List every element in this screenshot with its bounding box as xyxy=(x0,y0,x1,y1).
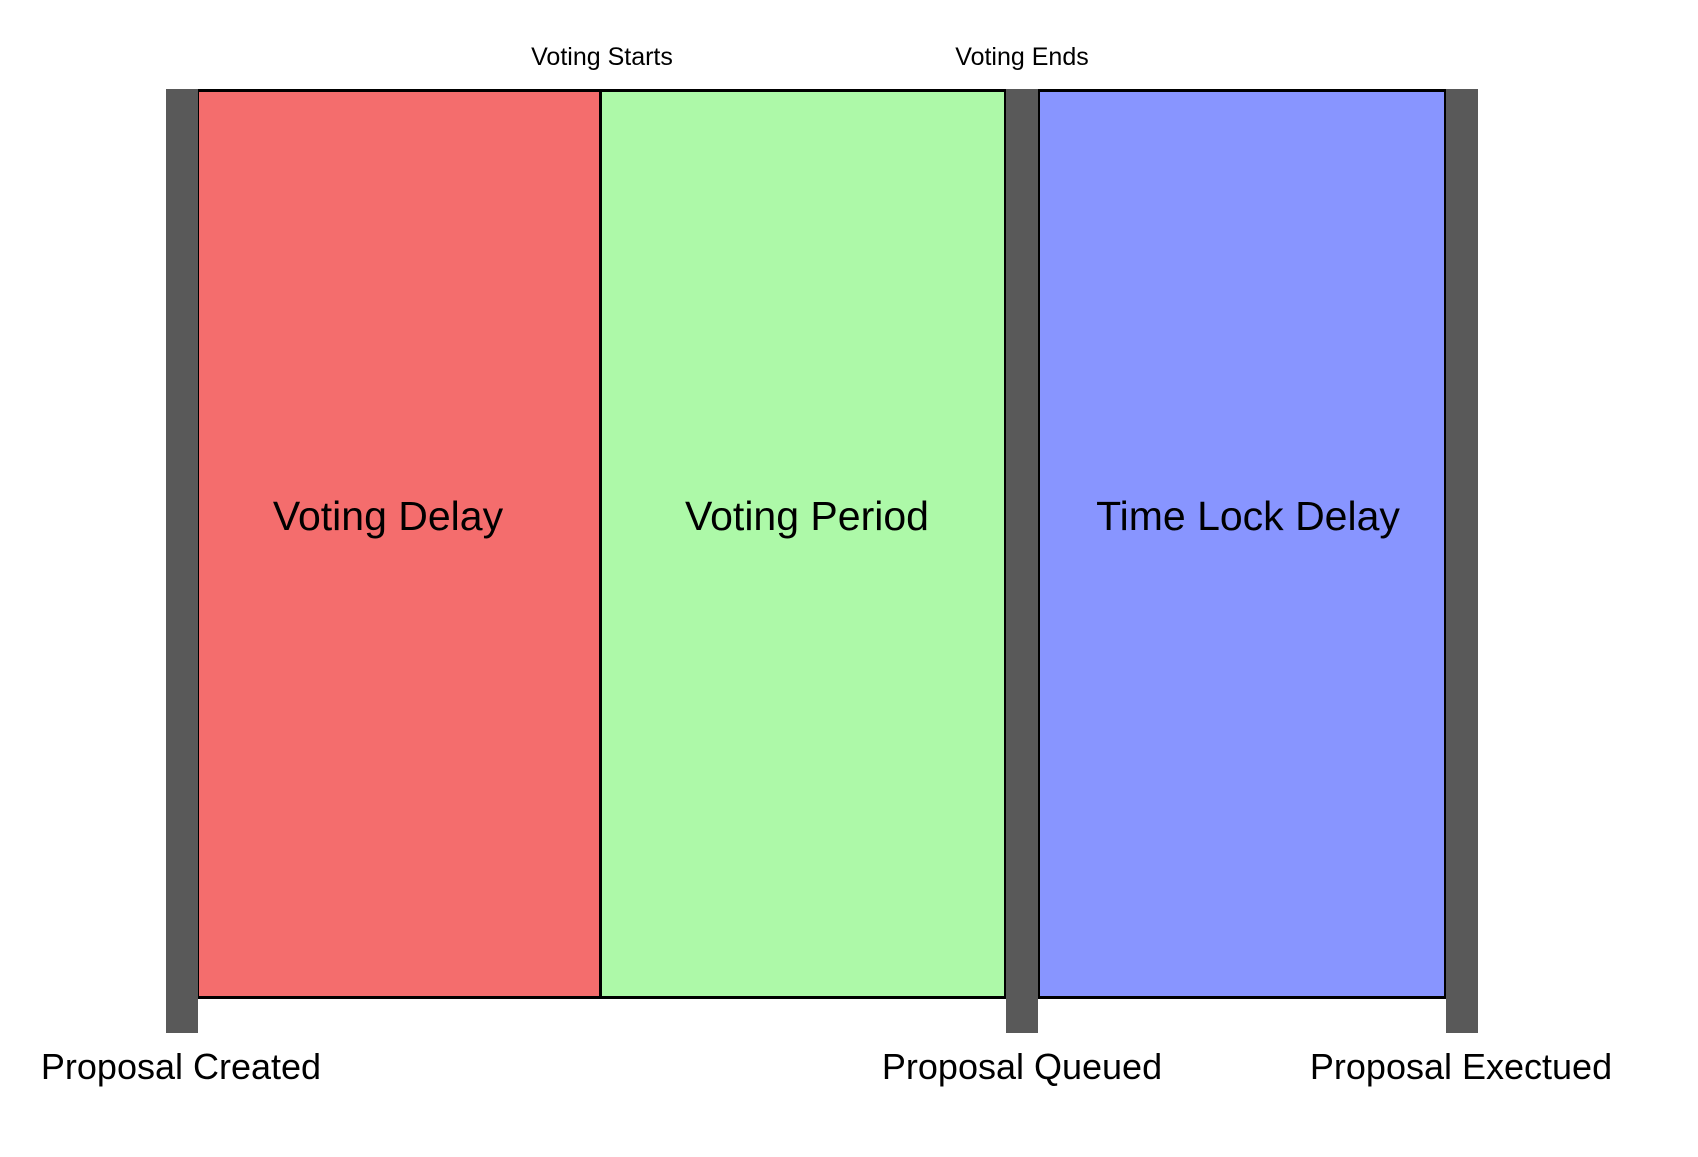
voting-period-label: Voting Period xyxy=(685,493,929,539)
voting-period-block xyxy=(599,89,1007,999)
proposal-queued-label: Proposal Queued xyxy=(881,1046,1163,1087)
voting-delay-block xyxy=(196,89,602,999)
voting-starts-label: Voting Starts xyxy=(531,43,673,71)
voting-ends-label: Voting Ends xyxy=(955,43,1089,71)
voting-delay-label: Voting Delay xyxy=(272,493,504,539)
time-lock-delay-block xyxy=(1037,89,1447,999)
proposal-queued-marker xyxy=(1006,89,1038,1033)
proposal-created-marker xyxy=(166,89,198,1033)
proposal-executed-marker xyxy=(1446,89,1478,1033)
time-lock-delay-label: Time Lock Delay xyxy=(1096,493,1400,539)
proposal-executed-label: Proposal Exectued xyxy=(1309,1046,1613,1087)
proposal-created-label: Proposal Created xyxy=(40,1046,322,1087)
